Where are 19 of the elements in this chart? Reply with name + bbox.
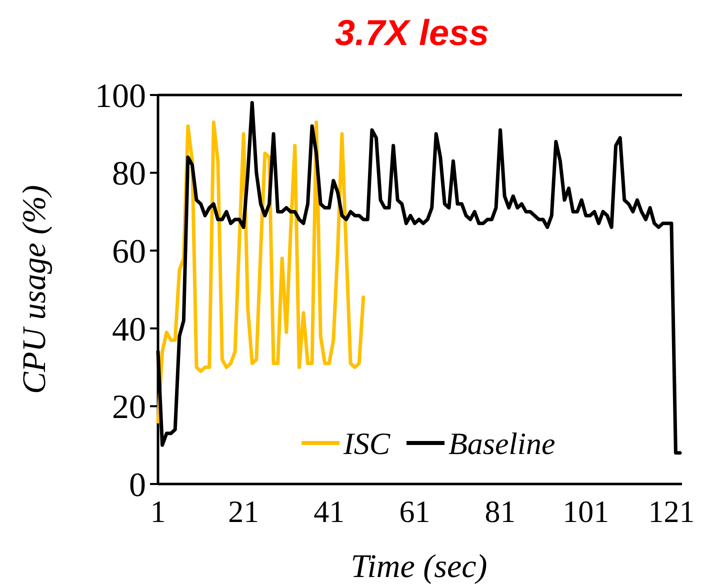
x-tick-label: 1 [150, 494, 166, 529]
legend-label: Baseline [448, 426, 556, 461]
x-tick-label: 101 [562, 494, 610, 529]
x-axis-title: Time (sec) [350, 549, 488, 585]
x-tick-label: 81 [484, 494, 516, 529]
x-tick-label: 61 [399, 494, 430, 529]
y-tick-label: 100 [95, 78, 146, 115]
chart-title: 3.7X less [334, 12, 490, 53]
y-axis-title: CPU usage (%) [17, 185, 53, 394]
y-tick-label: 0 [129, 466, 146, 504]
y-tick-label: 20 [112, 389, 146, 426]
x-tick-label: 21 [228, 494, 260, 529]
legend-label: ISC [342, 426, 390, 461]
line-series [156, 120, 366, 424]
y-tick-label: 80 [112, 156, 146, 193]
x-tick-label: 41 [314, 494, 345, 529]
x-tick-label: 121 [648, 494, 695, 529]
y-tick-label: 40 [112, 311, 146, 348]
y-tick-label: 60 [112, 234, 146, 270]
